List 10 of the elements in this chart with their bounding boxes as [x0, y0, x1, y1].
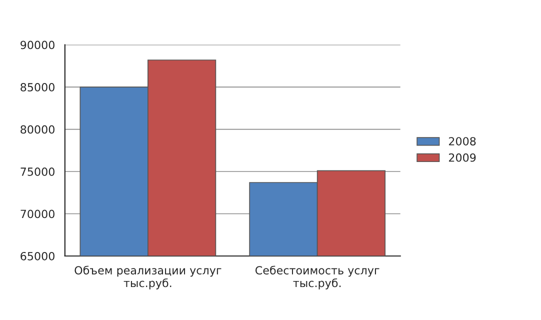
y-tick-label: 85000 [20, 83, 54, 92]
y-tick-label: 70000 [20, 210, 54, 218]
y-tick-label: 65000 [20, 252, 54, 260]
x-tick-label: Себестоимость услуг тыс.руб. [255, 266, 380, 290]
legend-label: 2008 [448, 137, 476, 146]
y-tick-label: 80000 [20, 125, 54, 134]
legend-label: 2009 [448, 153, 476, 162]
x-tick-label: Объем реализации услуг тыс.руб. [74, 266, 222, 290]
y-tick-label: 75000 [20, 167, 54, 176]
y-tick-label: 90000 [20, 40, 54, 50]
